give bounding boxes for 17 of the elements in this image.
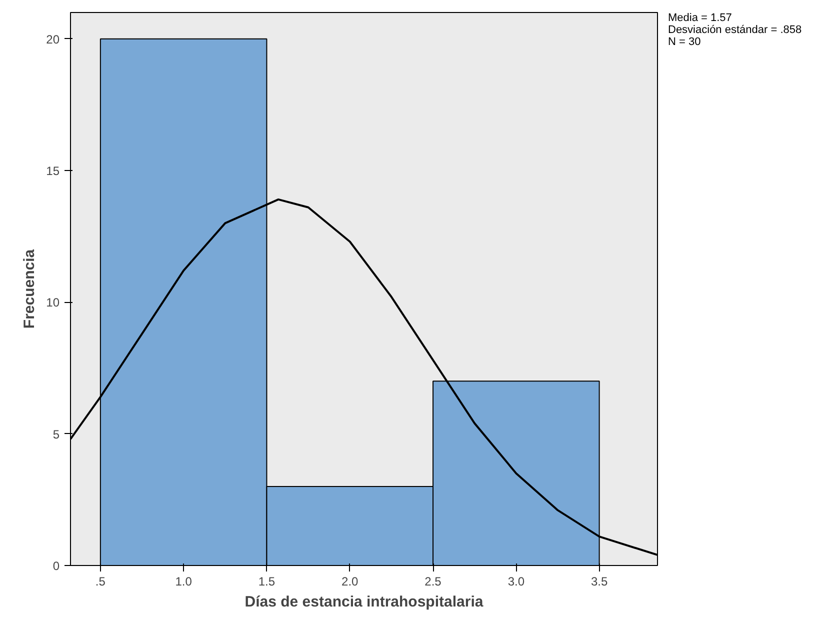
x-axis-title: Días de estancia intrahospitalaria bbox=[244, 594, 484, 610]
y-axis-title: Frecuencia bbox=[21, 248, 38, 329]
x-tick-label: .5 bbox=[95, 574, 106, 588]
y-tick-label: 20 bbox=[46, 32, 60, 46]
x-tick-label: 3.0 bbox=[508, 574, 525, 588]
text: Media = 1.57 bbox=[668, 12, 732, 24]
x-tick-label: 1.5 bbox=[258, 574, 276, 588]
y-tick-label: 0 bbox=[52, 559, 60, 573]
x-tick-label: 1.0 bbox=[175, 574, 192, 588]
x-tick-label: 2.5 bbox=[424, 574, 442, 588]
text: N = 30 bbox=[668, 36, 701, 48]
x-tick-label: 3.5 bbox=[590, 574, 608, 588]
text: Desviación estándar = .858 bbox=[668, 24, 802, 36]
y-tick-label: 5 bbox=[52, 427, 60, 442]
y-tick-label: 15 bbox=[46, 164, 60, 178]
y-tick-label: 10 bbox=[46, 296, 60, 310]
x-tick-label: 2.0 bbox=[342, 574, 359, 588]
